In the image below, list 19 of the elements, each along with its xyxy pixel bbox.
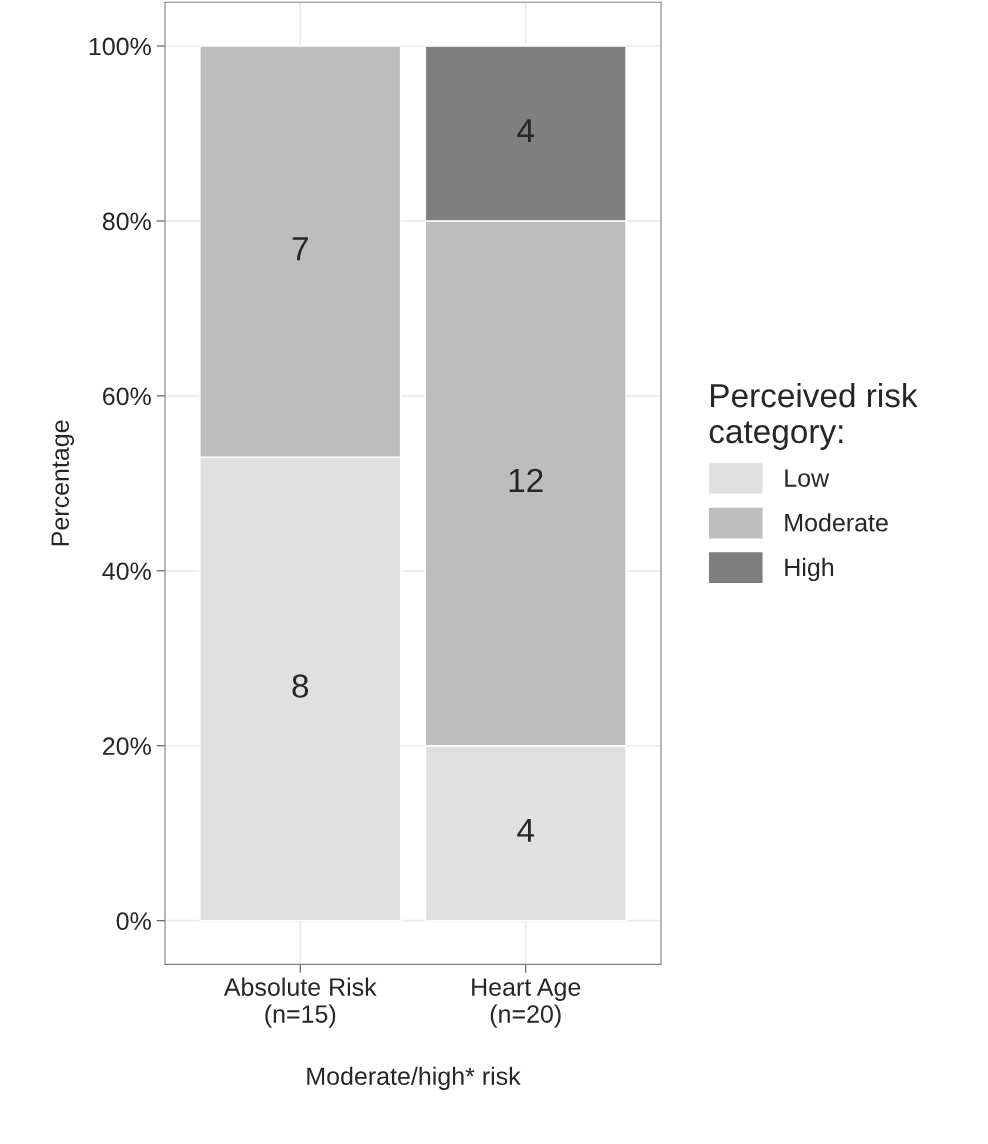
y-tick-label: 40% [102, 562, 151, 581]
y-tick-label: 20% [103, 737, 151, 756]
legend-label: Low [785, 469, 830, 487]
y-tick-label: 60% [103, 387, 151, 406]
x-axis-title: Moderate/high* risk [307, 1066, 521, 1091]
annotation: 8 [292, 674, 309, 698]
y-tick-label: 80% [102, 212, 151, 231]
annotation: 7 [292, 237, 308, 261]
annotation: 4 [517, 818, 534, 842]
y-axis-title: Percentage [51, 420, 74, 546]
annotation: 4 [517, 119, 534, 143]
y-tick-label: 100% [89, 37, 151, 56]
legend-label: High [785, 557, 834, 582]
x-tick-label: Heart Age (n=20) [472, 978, 581, 1028]
legend-title: Perceived risk category: [709, 382, 918, 450]
annotation: 12 [509, 468, 543, 492]
y-tick-label: 0% [116, 912, 151, 930]
legend-label: Moderate [785, 513, 888, 532]
x-tick-label: Absolute Risk (n=15) [223, 977, 377, 1028]
